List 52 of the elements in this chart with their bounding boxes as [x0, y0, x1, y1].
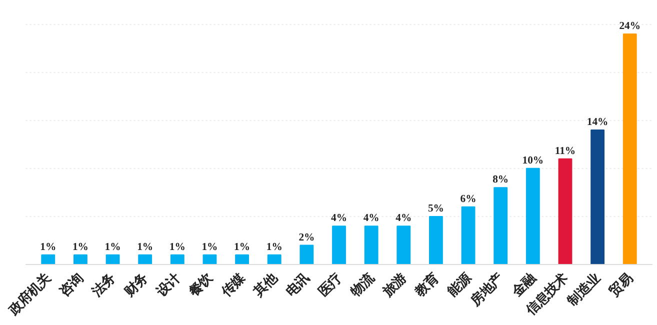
bar — [622, 33, 637, 264]
data-label: 1% — [202, 242, 218, 253]
data-label: 1% — [137, 242, 154, 253]
data-label: 14% — [586, 117, 608, 128]
x-tick-label: 电讯 — [282, 270, 312, 300]
x-tick-label: 旅游 — [379, 270, 409, 300]
data-label: 1% — [266, 242, 282, 253]
bar — [364, 226, 378, 264]
data-label: 1% — [234, 242, 250, 253]
x-tick-label: 贸易 — [606, 270, 636, 300]
x-tick-label: 教育 — [412, 270, 442, 300]
x-tick-label: 医疗 — [315, 270, 344, 300]
bar — [461, 206, 476, 264]
bar — [494, 187, 508, 264]
data-label: 10% — [522, 155, 544, 166]
data-label: 6% — [460, 194, 476, 205]
x-tick-label: 法务 — [88, 270, 118, 300]
bar — [202, 254, 217, 264]
bar — [267, 254, 282, 264]
x-tick-label: 咨询 — [56, 270, 86, 300]
data-label: 5% — [428, 203, 444, 214]
bar — [558, 158, 572, 264]
bar — [300, 244, 314, 264]
bar — [138, 254, 152, 264]
data-label: 4% — [396, 213, 412, 224]
data-label: 4% — [363, 213, 380, 224]
x-tick-label: 财务 — [120, 270, 150, 300]
bar — [332, 226, 346, 264]
bar — [170, 254, 184, 264]
x-tick-label: 政府机关 — [5, 269, 54, 318]
bar — [526, 168, 540, 264]
bar — [73, 254, 88, 264]
data-label: 2% — [298, 232, 315, 244]
bar — [41, 254, 56, 264]
data-label: 11% — [554, 146, 576, 157]
bar — [428, 216, 443, 264]
x-tick-label: 传媒 — [218, 269, 248, 300]
data-label: 1% — [72, 242, 88, 253]
data-label: 24% — [619, 20, 641, 32]
bar — [106, 254, 120, 264]
data-label: 4% — [331, 213, 347, 224]
x-tick-label: 设计 — [153, 270, 183, 300]
bar — [235, 254, 250, 264]
bar — [590, 130, 605, 264]
data-label: 8% — [492, 174, 509, 186]
bar — [396, 226, 411, 264]
data-label: 1% — [104, 242, 121, 253]
data-label: 1% — [40, 242, 56, 253]
data-label: 1% — [169, 242, 186, 253]
x-tick-label: 其他 — [250, 269, 280, 300]
x-tick-label: 物流 — [346, 269, 378, 300]
x-tick-label: 餐饮 — [185, 269, 216, 300]
